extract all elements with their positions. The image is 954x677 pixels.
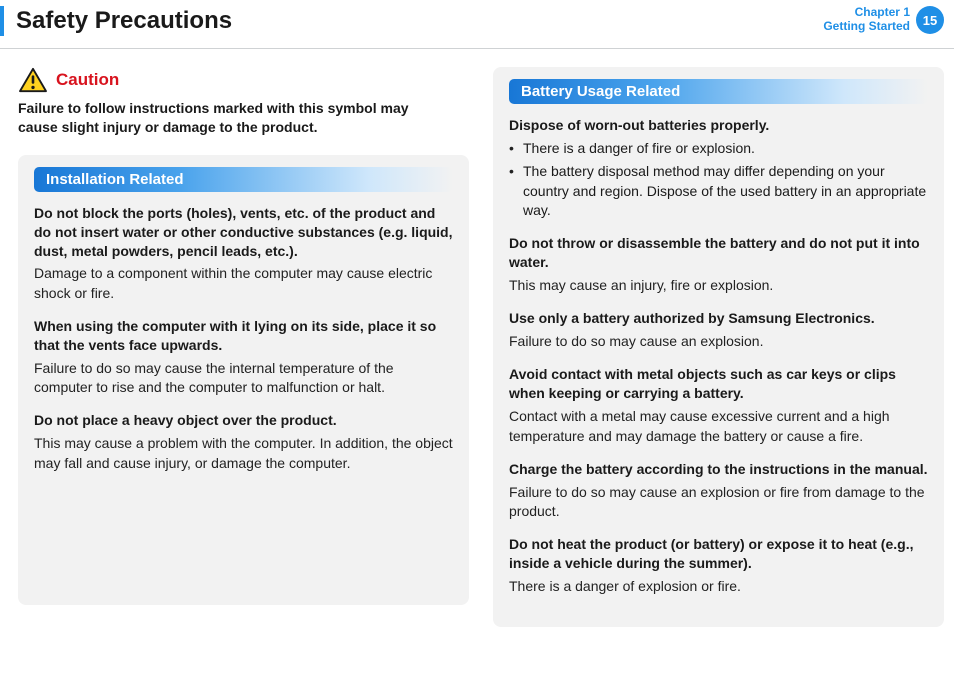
chapter-line1: Chapter 1 — [823, 6, 910, 20]
rule-title: Charge the battery according to the inst… — [509, 460, 928, 479]
title-accent — [0, 6, 4, 36]
rule-block: Use only a battery authorized by Samsung… — [509, 309, 928, 351]
rule-title: When using the computer with it lying on… — [34, 317, 453, 355]
caution-label: Caution — [56, 70, 119, 90]
installation-panel: Installation Related Do not block the po… — [18, 155, 469, 605]
rule-body: Contact with a metal may cause excessive… — [509, 407, 928, 446]
caution-row: Caution — [18, 67, 469, 93]
dispose-bullets: There is a danger of fire or explosion. … — [509, 139, 928, 220]
page-title: Safety Precautions — [16, 7, 232, 35]
chapter-line2: Getting Started — [823, 20, 910, 34]
rule-title: Do not place a heavy object over the pro… — [34, 411, 453, 430]
chapter-text: Chapter 1 Getting Started — [823, 6, 910, 34]
rule-body: This may cause an injury, fire or explos… — [509, 276, 928, 295]
rule-block: Avoid contact with metal objects such as… — [509, 365, 928, 445]
rule-title: Use only a battery authorized by Samsung… — [509, 309, 928, 328]
list-item: There is a danger of fire or explosion. — [509, 139, 928, 158]
rule-title: Do not throw or disassemble the battery … — [509, 234, 928, 272]
header-divider — [0, 48, 954, 49]
left-column: Caution Failure to follow instructions m… — [18, 67, 469, 627]
rule-block: Do not throw or disassemble the battery … — [509, 234, 928, 295]
rule-title: Dispose of worn-out batteries properly. — [509, 116, 928, 135]
rule-block: Do not heat the product (or battery) or … — [509, 535, 928, 596]
rule-title: Do not block the ports (holes), vents, e… — [34, 204, 453, 261]
caution-text: Failure to follow instructions marked wi… — [18, 99, 438, 137]
rule-body: Failure to do so may cause an explosion … — [509, 483, 928, 522]
rule-title: Avoid contact with metal objects such as… — [509, 365, 928, 403]
title-wrap: Safety Precautions — [0, 6, 232, 36]
rule-body: Failure to do so may cause the internal … — [34, 359, 453, 398]
battery-panel: Battery Usage Related Dispose of worn-ou… — [493, 67, 944, 627]
chapter-block: Chapter 1 Getting Started 15 — [823, 6, 944, 34]
rule-title: Do not heat the product (or battery) or … — [509, 535, 928, 573]
rule-body: Damage to a component within the compute… — [34, 264, 453, 303]
rule-block: Do not block the ports (holes), vents, e… — [34, 204, 453, 303]
page-number-badge: 15 — [916, 6, 944, 34]
header-bar: Safety Precautions Chapter 1 Getting Sta… — [0, 0, 954, 48]
rule-block: Do not place a heavy object over the pro… — [34, 411, 453, 473]
rule-block: Dispose of worn-out batteries properly. … — [509, 116, 928, 220]
right-column: Battery Usage Related Dispose of worn-ou… — [493, 67, 944, 627]
rule-block: Charge the battery according to the inst… — [509, 460, 928, 522]
rule-body: There is a danger of explosion or fire. — [509, 577, 928, 596]
battery-heading: Battery Usage Related — [509, 79, 928, 104]
installation-heading: Installation Related — [34, 167, 453, 192]
list-item: The battery disposal method may differ d… — [509, 162, 928, 220]
content-columns: Caution Failure to follow instructions m… — [0, 57, 954, 627]
rule-body: Failure to do so may cause an explosion. — [509, 332, 928, 351]
rule-block: When using the computer with it lying on… — [34, 317, 453, 397]
warning-triangle-icon — [18, 67, 48, 93]
rule-body: This may cause a problem with the comput… — [34, 434, 453, 473]
